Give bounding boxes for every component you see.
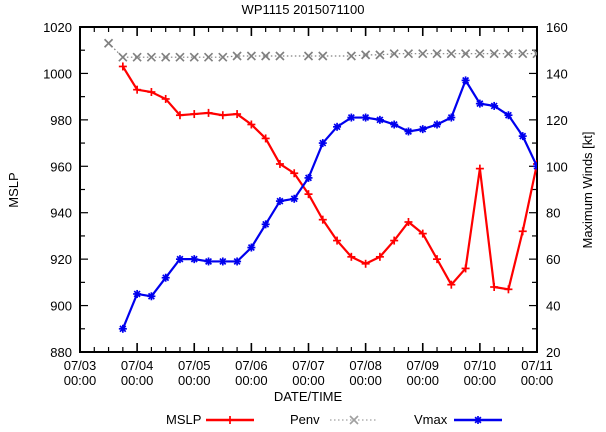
y-axis-left-title: MSLP <box>6 172 21 207</box>
y-axis-left-tick-label: 920 <box>50 252 72 267</box>
x-axis-tick-time: 00:00 <box>349 373 382 388</box>
y-axis-right-tick-label: 100 <box>546 159 568 174</box>
x-axis-tick-date: 07/03 <box>64 358 97 373</box>
data-point-marker <box>246 51 256 61</box>
data-point-marker <box>118 52 128 62</box>
y-axis-right-tick-label: 160 <box>546 20 568 35</box>
y-axis-left-tick-label: 900 <box>50 299 72 314</box>
series-penv <box>103 38 537 62</box>
data-point-marker <box>518 49 528 59</box>
data-point-marker <box>103 38 114 48</box>
y-axis-right-title: Maximum Winds [kt] <box>580 131 595 248</box>
x-axis-tick-time: 00:00 <box>292 373 325 388</box>
y-axis-left-tick-label: 980 <box>50 113 72 128</box>
x-axis-tick-time: 00:00 <box>121 373 154 388</box>
data-point-marker <box>533 165 537 170</box>
data-point-marker <box>232 51 242 61</box>
data-point-marker <box>146 52 157 62</box>
x-axis-tick-date: 07/11 <box>521 358 553 373</box>
y-axis-right-tick-label: 40 <box>546 299 560 314</box>
y-axis-right-tick-label: 120 <box>546 113 568 128</box>
y-axis-right-tick-label: 80 <box>546 206 560 221</box>
data-point-marker <box>489 49 499 59</box>
data-point-marker <box>533 162 537 168</box>
data-point-marker <box>261 51 271 61</box>
x-axis-title: DATE/TIME <box>274 389 343 404</box>
y-axis-right-tick-label: 60 <box>546 252 560 267</box>
x-axis-tick-time: 00:00 <box>235 373 268 388</box>
data-point-marker <box>375 50 385 60</box>
y-axis-left-tick-label: 1000 <box>43 66 72 81</box>
legend-label-mslp: MSLP <box>166 412 201 427</box>
y-axis-right-tick-label: 140 <box>546 66 568 81</box>
x-axis-tick-date: 07/06 <box>235 358 268 373</box>
data-point-marker <box>161 52 171 62</box>
data-point-marker <box>275 51 285 61</box>
x-axis-tick-date: 07/10 <box>464 358 497 373</box>
data-point-marker <box>303 51 314 61</box>
x-axis-tick-time: 00:00 <box>178 373 211 388</box>
y-axis-right-ticks: 20 40 60 80 100 120 140 160 <box>529 20 568 360</box>
x-axis-ticks: 07/0300:0007/0400:0007/0500:0007/0600:00… <box>64 27 554 388</box>
legend-label-penv: Penv <box>290 412 320 427</box>
x-axis-tick-time: 00:00 <box>406 373 439 388</box>
data-point-marker <box>203 52 214 62</box>
chart-legend: MSLP Penv Vmax <box>166 412 502 427</box>
series-vmax <box>118 76 537 333</box>
x-axis-tick-time: 00:00 <box>521 373 554 388</box>
data-point-marker <box>132 52 142 62</box>
data-point-marker <box>432 49 442 59</box>
series-line <box>108 42 537 58</box>
y-axis-left-tick-label: 940 <box>50 206 72 221</box>
series-line <box>121 65 537 291</box>
data-point-marker <box>349 415 359 425</box>
y-axis-left-tick-label: 960 <box>50 159 72 174</box>
legend-label-vmax: Vmax <box>414 412 448 427</box>
data-point-marker <box>218 52 228 62</box>
data-point-marker <box>346 51 356 61</box>
data-point-marker <box>389 49 399 59</box>
data-point-marker <box>446 49 456 59</box>
data-point-marker <box>503 49 514 59</box>
data-series-layer <box>103 38 537 333</box>
x-axis-tick-date: 07/05 <box>178 358 211 373</box>
data-point-marker <box>532 52 537 59</box>
data-point-marker <box>475 49 485 59</box>
plot-frame <box>79 26 538 353</box>
data-point-marker <box>403 49 414 59</box>
data-point-marker <box>418 49 428 59</box>
x-axis-tick-time: 00:00 <box>64 373 97 388</box>
y-axis-left-ticks: 880 900 920 940 960 980 1000 1020 <box>43 20 88 360</box>
data-point-marker <box>175 52 185 62</box>
data-point-marker <box>361 50 371 60</box>
y-axis-right-tick-label: 20 <box>546 345 560 360</box>
x-axis-tick-date: 07/08 <box>349 358 382 373</box>
y-axis-left-tick-label: 880 <box>50 345 72 360</box>
x-axis-tick-date: 07/04 <box>121 358 154 373</box>
x-axis-tick-date: 07/07 <box>292 358 325 373</box>
chart-title: WP1115 2015071100 <box>241 2 365 17</box>
x-axis-tick-time: 00:00 <box>464 373 497 388</box>
data-point-marker <box>189 52 199 62</box>
data-point-marker <box>460 49 471 59</box>
x-axis-tick-date: 07/09 <box>406 358 439 373</box>
data-point-marker <box>532 49 537 55</box>
y-axis-left-tick-label: 1020 <box>43 20 72 35</box>
data-point-marker <box>318 51 328 61</box>
series-mslp <box>118 62 537 294</box>
